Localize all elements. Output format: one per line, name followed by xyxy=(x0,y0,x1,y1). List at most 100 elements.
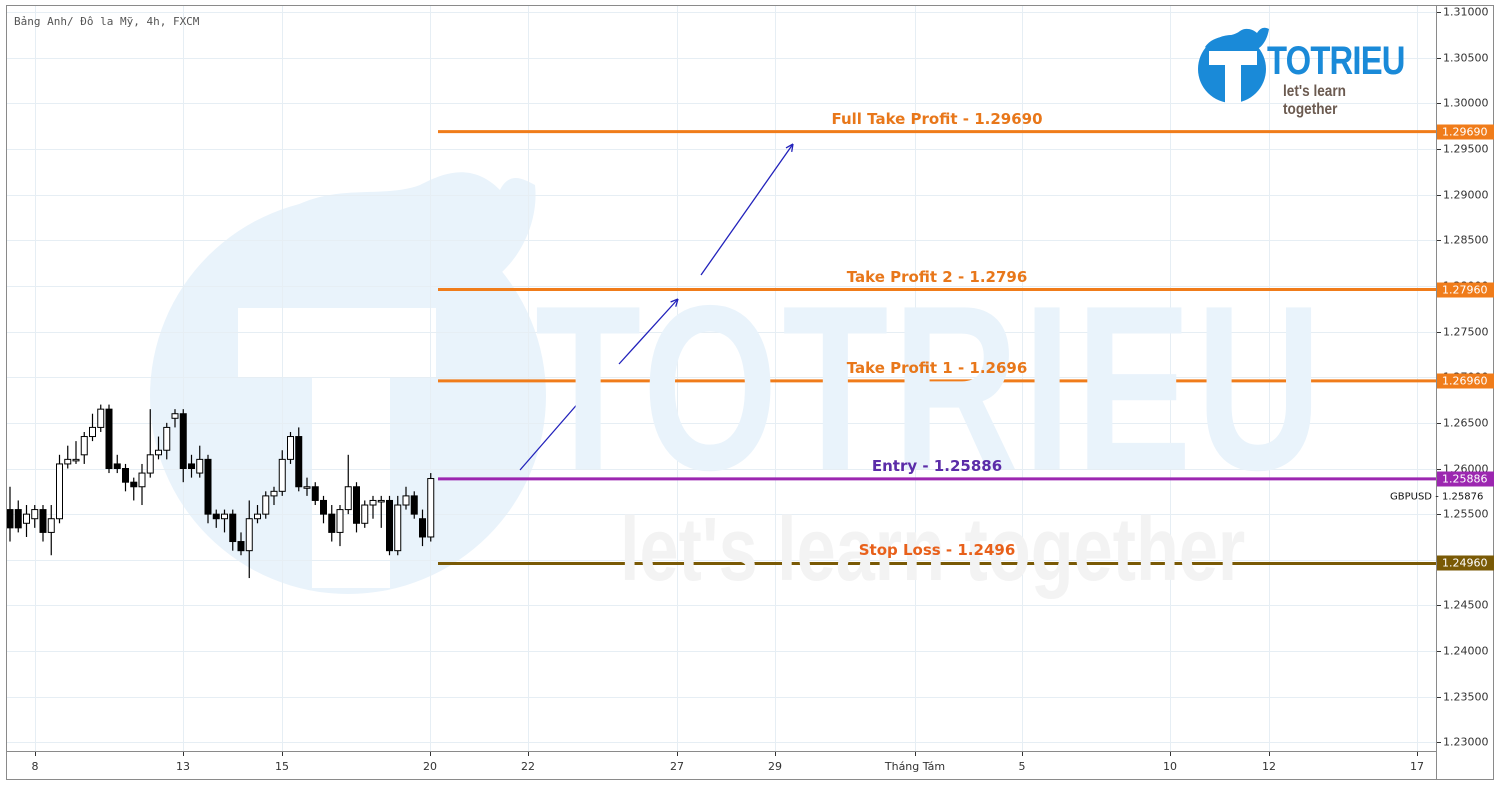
candle xyxy=(245,500,253,579)
arrow-icon[interactable] xyxy=(700,143,794,276)
time-tick-label: 22 xyxy=(521,760,535,773)
candle xyxy=(295,427,303,492)
candle xyxy=(320,495,327,524)
time-tick-mark xyxy=(282,752,283,756)
price-tick-mark xyxy=(1437,651,1441,652)
price-tick-label: 1.26500 xyxy=(1443,416,1489,430)
candle xyxy=(262,491,270,519)
arrow-icon[interactable] xyxy=(519,392,588,471)
time-tick-mark xyxy=(677,752,678,756)
candle xyxy=(138,463,146,506)
time-tick-label: Tháng Tám xyxy=(884,760,946,773)
price-tick-label: 1.24000 xyxy=(1443,644,1489,658)
price-tick-label: 1.30000 xyxy=(1443,96,1489,110)
candle xyxy=(237,532,245,556)
time-tick-mark xyxy=(1022,752,1023,756)
candle xyxy=(328,505,336,542)
current-price-label: GBPUSD - 1.25876 xyxy=(1390,491,1483,502)
candle xyxy=(311,482,319,506)
candle xyxy=(47,505,55,556)
price-tick-mark xyxy=(1437,12,1441,13)
watermark-logo-icon xyxy=(150,172,546,594)
candle xyxy=(287,431,294,464)
candle xyxy=(336,505,344,547)
price-tick-mark xyxy=(1437,58,1441,59)
price-tick-label: 1.29000 xyxy=(1443,188,1489,202)
candle xyxy=(89,413,96,442)
candle xyxy=(410,491,418,519)
candle xyxy=(303,477,311,496)
time-tick-mark xyxy=(528,752,529,756)
take-profit-1-price-tag: 1.26960 xyxy=(1437,373,1494,389)
price-tick-mark xyxy=(1437,149,1441,150)
price-level-lines[interactable] xyxy=(438,130,1436,565)
candle xyxy=(278,450,286,496)
chart-frame xyxy=(6,5,1494,780)
price-tick-label: 1.27500 xyxy=(1443,325,1489,339)
price-tick-label: 1.31000 xyxy=(1443,5,1489,19)
time-tick-label: 5 xyxy=(1018,760,1026,773)
candle xyxy=(361,500,369,528)
candle xyxy=(97,404,105,432)
candle xyxy=(122,463,129,492)
symbol-title: Bảng Anh/ Đô la Mỹ, 4h, FXCM xyxy=(14,15,200,28)
time-tick-mark xyxy=(430,752,431,756)
candle xyxy=(270,486,278,506)
full-take-profit-label: Full Take Profit - 1.29690 xyxy=(831,109,1043,128)
candle xyxy=(402,486,410,510)
time-tick-mark xyxy=(915,752,916,756)
price-tick-mark xyxy=(1437,514,1441,515)
candle xyxy=(427,473,435,542)
time-tick-label: 12 xyxy=(1262,760,1276,773)
candle xyxy=(23,505,30,537)
watermark-tagline: let's learn together xyxy=(620,500,1246,600)
candle xyxy=(105,404,113,474)
time-tick-mark xyxy=(775,752,776,756)
price-tick-label: 1.23500 xyxy=(1443,690,1489,704)
take-profit-2-label: Take Profit 2 - 1.2796 xyxy=(846,267,1028,286)
current-symbol: GBPUSD xyxy=(1390,491,1433,503)
brand-logo: TOTRIEU let's learn together xyxy=(1195,25,1425,118)
candle xyxy=(229,509,237,551)
time-tick-label: 15 xyxy=(275,760,289,773)
time-tick-mark xyxy=(1417,752,1418,756)
candle xyxy=(221,509,228,533)
trend-arrows[interactable] xyxy=(519,143,794,471)
price-tick-mark xyxy=(1437,742,1441,743)
time-tick-label: 10 xyxy=(1163,760,1177,773)
candle xyxy=(6,486,14,542)
time-tick-label: 8 xyxy=(31,760,39,773)
price-tick-mark xyxy=(1437,103,1441,104)
time-tick-label: 13 xyxy=(176,760,190,773)
time-tick-mark xyxy=(183,752,184,756)
candlestick-series xyxy=(6,404,435,579)
candle xyxy=(155,436,162,460)
candle xyxy=(196,445,204,478)
price-tick-mark xyxy=(1437,605,1441,606)
price-tick-mark xyxy=(1437,469,1441,470)
candle xyxy=(64,445,72,469)
price-tick-label: 1.25500 xyxy=(1443,507,1489,521)
price-tick-label: 1.29500 xyxy=(1443,142,1489,156)
candle xyxy=(188,454,195,478)
logo-tagline: let's learn together xyxy=(1283,83,1346,118)
candle xyxy=(39,505,47,542)
candle xyxy=(113,454,121,474)
candle xyxy=(204,454,212,524)
candle xyxy=(394,495,402,556)
entry-label: Entry - 1.25886 xyxy=(871,456,1003,475)
time-tick-label: 27 xyxy=(670,760,684,773)
candle xyxy=(212,509,220,528)
candle xyxy=(353,482,360,533)
time-tick-label: 29 xyxy=(768,760,782,773)
candle xyxy=(80,431,88,464)
price-tick-mark xyxy=(1437,195,1441,196)
time-tick-label: 17 xyxy=(1410,760,1424,773)
candle xyxy=(56,454,63,524)
arrow-icon[interactable] xyxy=(618,298,679,365)
separator: - xyxy=(1435,491,1442,503)
full-take-profit-price-tag: 1.29690 xyxy=(1437,124,1494,140)
price-tick-label: 1.28500 xyxy=(1443,233,1489,247)
